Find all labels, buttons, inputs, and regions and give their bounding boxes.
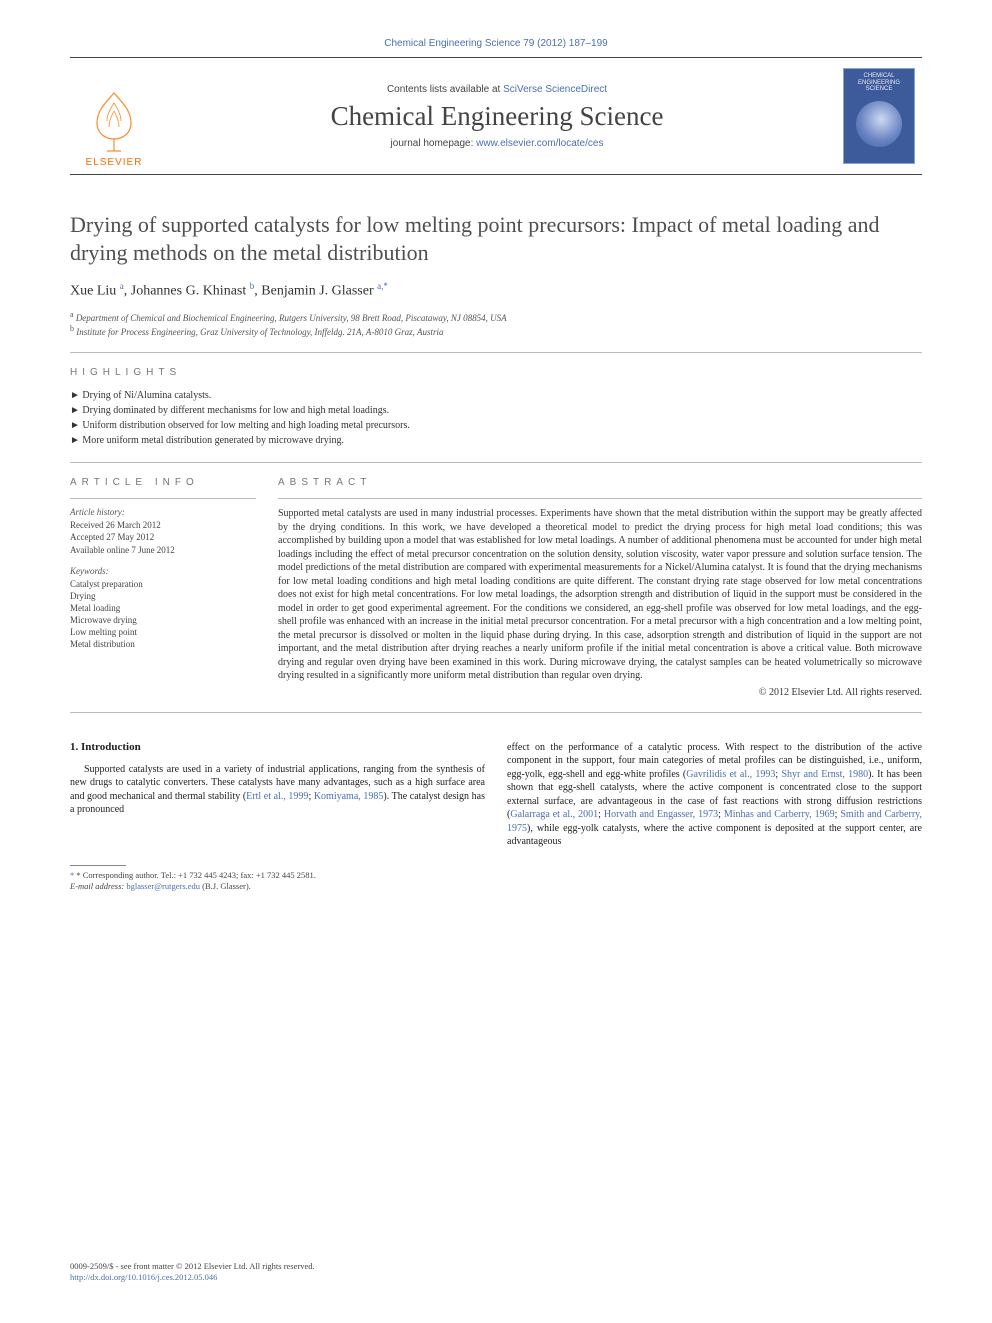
doi-link[interactable]: http://dx.doi.org/10.1016/j.ces.2012.05.…	[70, 1272, 217, 1282]
divider	[70, 712, 922, 713]
publisher-name: ELSEVIER	[86, 157, 143, 168]
citation-header[interactable]: Chemical Engineering Science 79 (2012) 1…	[70, 38, 922, 49]
keyword-line: Metal distribution	[70, 638, 256, 650]
abstract-text: Supported metal catalysts are used in ma…	[278, 507, 922, 683]
journal-homepage-line: journal homepage: www.elsevier.com/locat…	[391, 138, 604, 149]
elsevier-tree-icon	[87, 89, 141, 155]
page-footer: 0009-2509/$ - see front matter © 2012 El…	[70, 1261, 315, 1283]
journal-cover-thumbnail[interactable]: CHEMICAL ENGINEERING SCIENCE	[843, 68, 915, 164]
intro-paragraph-right: effect on the performance of a catalytic…	[507, 741, 922, 849]
section-heading-intro: 1. Introduction	[70, 741, 485, 753]
affiliation-line: a Department of Chemical and Biochemical…	[70, 310, 922, 324]
footnote-separator	[70, 865, 126, 866]
highlights-heading: HIGHLIGHTS	[70, 367, 922, 378]
article-title: Drying of supported catalysts for low me…	[70, 211, 922, 267]
keyword-line: Catalyst preparation	[70, 578, 256, 590]
sciencedirect-link[interactable]: SciVerse ScienceDirect	[503, 84, 607, 95]
keyword-line: Microwave drying	[70, 614, 256, 626]
divider	[70, 462, 922, 463]
keyword-line: Low melting point	[70, 626, 256, 638]
citation-link[interactable]: Shyr and Ernst, 1980	[781, 769, 868, 780]
abstract-copyright: © 2012 Elsevier Ltd. All rights reserved…	[278, 687, 922, 698]
citation-link[interactable]: Komiyama, 1985	[314, 791, 384, 802]
highlight-item: Drying dominated by different mechanisms…	[70, 403, 922, 418]
corr-email-link[interactable]: bglasser@rutgers.edu	[126, 881, 200, 891]
history-line: Received 26 March 2012	[70, 519, 256, 531]
journal-name: Chemical Engineering Science	[331, 101, 664, 132]
abstract-heading: ABSTRACT	[278, 477, 922, 488]
cover-title-line2: ENGINEERING	[858, 80, 900, 87]
citation-link[interactable]: Ertl et al., 1999	[246, 791, 308, 802]
highlight-item: Uniform distribution observed for low me…	[70, 418, 922, 433]
divider	[70, 352, 922, 353]
citation-link[interactable]: Horvath and Engasser, 1973	[604, 809, 718, 820]
history-label: Article history:	[70, 507, 256, 517]
cover-title-line3: SCIENCE	[866, 86, 893, 93]
keywords-label: Keywords:	[70, 566, 256, 576]
journal-masthead: ELSEVIER Contents lists available at Sci…	[70, 57, 922, 175]
affiliation-list: a Department of Chemical and Biochemical…	[70, 310, 922, 338]
keyword-line: Metal loading	[70, 602, 256, 614]
history-lines: Received 26 March 2012Accepted 27 May 20…	[70, 519, 256, 555]
keyword-lines: Catalyst preparationDryingMetal loadingM…	[70, 578, 256, 651]
cover-title-line1: CHEMICAL	[863, 73, 894, 80]
citation-link[interactable]: Galarraga et al., 2001	[510, 809, 598, 820]
highlight-item: Drying of Ni/Alumina catalysts.	[70, 388, 922, 403]
author-list: Xue Liu a, Johannes G. Khinast b, Benjam…	[70, 281, 922, 300]
contents-list-line: Contents lists available at SciVerse Sci…	[387, 84, 607, 95]
highlight-item: More uniform metal distribution generate…	[70, 433, 922, 448]
cover-art-icon	[856, 101, 902, 147]
affiliation-line: b Institute for Process Engineering, Gra…	[70, 324, 922, 338]
keyword-line: Drying	[70, 590, 256, 602]
citation-link[interactable]: Gavrilidis et al., 1993	[686, 769, 775, 780]
intro-paragraph-left: Supported catalysts are used in a variet…	[70, 763, 485, 817]
publisher-brand[interactable]: ELSEVIER	[70, 58, 158, 174]
highlights-list: Drying of Ni/Alumina catalysts.Drying do…	[70, 388, 922, 448]
article-info-heading: ARTICLE INFO	[70, 477, 256, 488]
citation-link[interactable]: Minhas and Carberry, 1969	[724, 809, 835, 820]
history-line: Available online 7 June 2012	[70, 544, 256, 556]
history-line: Accepted 27 May 2012	[70, 531, 256, 543]
journal-homepage-link[interactable]: www.elsevier.com/locate/ces	[476, 138, 603, 149]
corresponding-author-note: * * Corresponding author. Tel.: +1 732 4…	[70, 870, 485, 892]
